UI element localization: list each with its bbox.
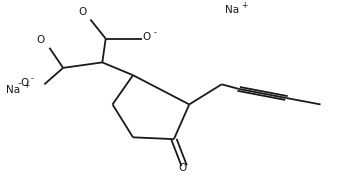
Text: +: + (23, 81, 30, 90)
Text: -: - (153, 28, 156, 37)
Text: O: O (143, 32, 151, 42)
Text: Na: Na (225, 5, 239, 15)
Text: +: + (241, 1, 248, 10)
Text: O: O (78, 7, 87, 17)
Text: -O: -O (18, 78, 30, 88)
Text: O: O (178, 163, 187, 173)
Text: Na: Na (6, 85, 20, 95)
Text: -: - (31, 74, 34, 83)
Text: O: O (36, 35, 44, 45)
